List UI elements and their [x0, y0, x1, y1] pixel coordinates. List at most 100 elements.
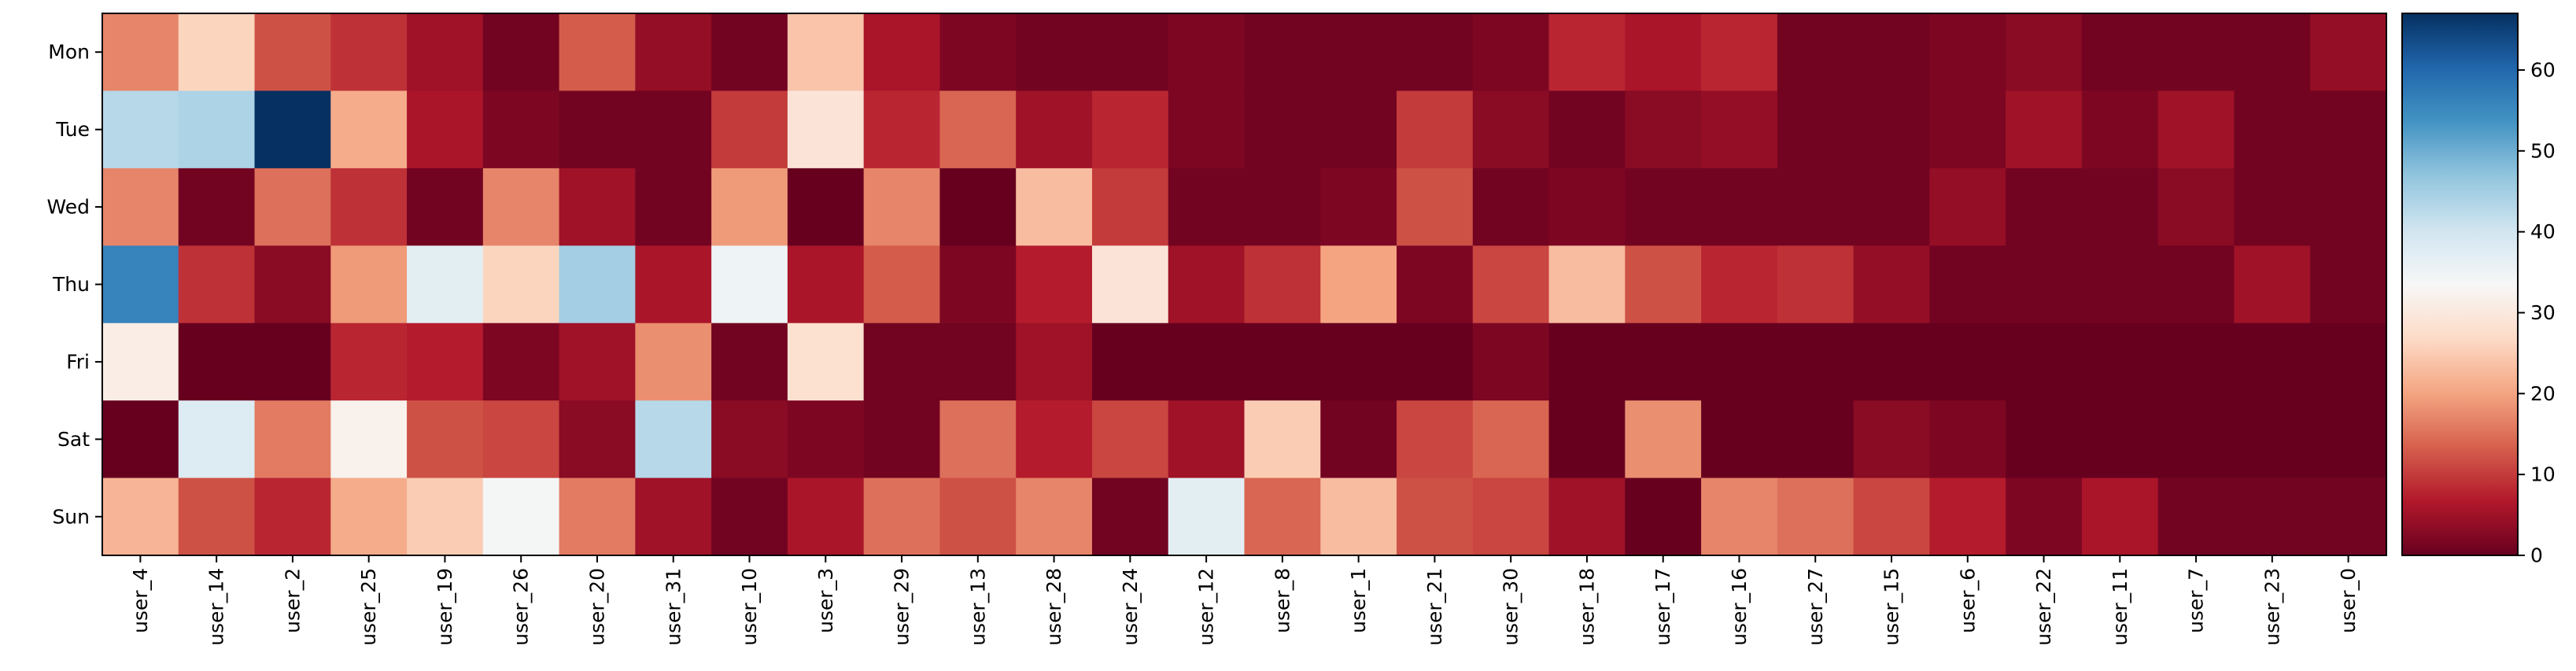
column-label-user-12: user_12 — [1195, 568, 1218, 646]
heatmap-cell-sun-user-24 — [1091, 477, 1169, 556]
heatmap-cell-fri-user-17 — [1625, 323, 1702, 401]
heatmap-cell-mon-user-2 — [254, 13, 331, 92]
heatmap-cell-wed-user-6 — [1929, 168, 2006, 246]
heatmap-cell-sun-user-10 — [711, 477, 788, 556]
heatmap-cell-sat-user-13 — [939, 400, 1017, 479]
heatmap-cell-mon-user-6 — [1929, 13, 2006, 92]
column-label-user-19: user_19 — [434, 568, 456, 646]
heatmap-cell-tue-user-12 — [1168, 90, 1246, 169]
heatmap-cell-sun-user-27 — [1777, 477, 1854, 556]
heatmap-cell-sat-user-4 — [102, 400, 179, 479]
heatmap-cell-tue-user-0 — [2310, 90, 2387, 169]
heatmap-cell-wed-user-31 — [635, 168, 712, 246]
heatmap-cell-fri-user-6 — [1929, 323, 2006, 401]
column-label-user-25: user_25 — [357, 568, 380, 646]
heatmap-cell-thu-user-1 — [1320, 245, 1397, 324]
heatmap-cell-wed-user-24 — [1091, 168, 1169, 246]
heatmap-cell-sun-user-20 — [559, 477, 636, 556]
column-label-user-1: user_1 — [1347, 568, 1370, 633]
heatmap-cell-mon-user-22 — [2006, 13, 2083, 92]
heatmap-cell-thu-user-31 — [635, 245, 712, 324]
heatmap-cell-tue-user-19 — [407, 90, 484, 169]
heatmap-cell-sat-user-18 — [1548, 400, 1626, 479]
heatmap-cell-thu-user-0 — [2310, 245, 2387, 324]
heatmap-cell-fri-user-18 — [1548, 323, 1626, 401]
heatmap-cell-thu-user-7 — [2157, 245, 2235, 324]
heatmap-cell-wed-user-27 — [1777, 168, 1854, 246]
heatmap-cell-sun-user-21 — [1397, 477, 1474, 556]
heatmap-cell-fri-user-7 — [2157, 323, 2235, 401]
heatmap-cell-sun-user-7 — [2157, 477, 2235, 556]
heatmap-cell-thu-user-13 — [939, 245, 1017, 324]
heatmap-cell-thu-user-24 — [1091, 245, 1169, 324]
heatmap-cell-sun-user-8 — [1244, 477, 1321, 556]
heatmap-cell-wed-user-4 — [102, 168, 179, 246]
heatmap-cell-wed-user-14 — [178, 168, 256, 246]
heatmap-cell-sat-user-29 — [863, 400, 941, 479]
heatmap-cell-sat-user-15 — [1853, 400, 1930, 479]
heatmap-cell-mon-user-31 — [635, 13, 712, 92]
column-label-user-28: user_28 — [1043, 568, 1065, 646]
column-label-user-13: user_13 — [966, 568, 989, 646]
heatmap-cell-sun-user-2 — [254, 477, 331, 556]
colorbar-tick-label: 30 — [2530, 301, 2556, 324]
heatmap-cell-sat-user-26 — [482, 400, 560, 479]
heatmap-cell-sun-user-16 — [1701, 477, 1778, 556]
heatmap-cell-sat-user-2 — [254, 400, 331, 479]
heatmap-cell-mon-user-14 — [178, 13, 256, 92]
heatmap-cell-sat-user-30 — [1472, 400, 1550, 479]
heatmap-cell-tue-user-6 — [1929, 90, 2006, 169]
heatmap-cell-sun-user-11 — [2081, 477, 2159, 556]
heatmap-cell-mon-user-24 — [1091, 13, 1169, 92]
heatmap-cell-fri-user-21 — [1397, 323, 1474, 401]
heatmap-cell-sun-user-4 — [102, 477, 179, 556]
heatmap-cell-wed-user-13 — [939, 168, 1017, 246]
row-tick-labels: Mon Tue Wed Thu Fri Sat Sun — [46, 41, 102, 528]
heatmap-cell-thu-user-23 — [2234, 245, 2311, 324]
heatmap-cell-thu-user-21 — [1397, 245, 1474, 324]
row-label-tue: Tue — [55, 118, 90, 141]
heatmap-cell-tue-user-30 — [1472, 90, 1550, 169]
column-label-user-24: user_24 — [1119, 568, 1142, 646]
heatmap-cell-thu-user-4 — [102, 245, 179, 324]
heatmap-cell-mon-user-27 — [1777, 13, 1854, 92]
heatmap-cell-fri-user-22 — [2006, 323, 2083, 401]
colorbar-ticks: 0 10 20 30 40 50 60 — [2518, 58, 2556, 567]
heatmap-cell-wed-user-19 — [407, 168, 484, 246]
heatmap-cells — [102, 13, 2387, 556]
heatmap-cell-mon-user-25 — [330, 13, 408, 92]
heatmap-cell-sun-user-1 — [1320, 477, 1397, 556]
heatmap-cell-sun-user-18 — [1548, 477, 1626, 556]
heatmap-cell-sun-user-6 — [1929, 477, 2006, 556]
heatmap-cell-wed-user-16 — [1701, 168, 1778, 246]
heatmap-cell-thu-user-6 — [1929, 245, 2006, 324]
heatmap-cell-sat-user-23 — [2234, 400, 2311, 479]
heatmap-cell-thu-user-18 — [1548, 245, 1626, 324]
column-label-user-20: user_20 — [585, 568, 608, 646]
column-label-user-21: user_21 — [1423, 568, 1446, 646]
column-label-user-11: user_11 — [2109, 568, 2131, 646]
row-label-mon: Mon — [48, 41, 90, 64]
heatmap-cell-wed-user-22 — [2006, 168, 2083, 246]
column-label-user-22: user_22 — [2032, 568, 2055, 646]
heatmap-cell-sat-user-27 — [1777, 400, 1854, 479]
heatmap-cell-sun-user-17 — [1625, 477, 1702, 556]
heatmap-cell-thu-user-8 — [1244, 245, 1321, 324]
heatmap-cell-fri-user-2 — [254, 323, 331, 401]
heatmap-cell-thu-user-16 — [1701, 245, 1778, 324]
heatmap-cell-tue-user-11 — [2081, 90, 2159, 169]
heatmap-cell-tue-user-16 — [1701, 90, 1778, 169]
column-label-user-26: user_26 — [510, 568, 533, 646]
heatmap-cell-mon-user-26 — [482, 13, 560, 92]
column-label-user-31: user_31 — [662, 568, 685, 646]
row-label-sun: Sun — [52, 505, 90, 528]
heatmap-cell-wed-user-17 — [1625, 168, 1702, 246]
heatmap-cell-mon-user-8 — [1244, 13, 1321, 92]
heatmap-cell-thu-user-15 — [1853, 245, 1930, 324]
heatmap-cell-sun-user-23 — [2234, 477, 2311, 556]
column-label-user-8: user_8 — [1271, 568, 1294, 633]
heatmap-cell-thu-user-19 — [407, 245, 484, 324]
heatmap-cell-mon-user-18 — [1548, 13, 1626, 92]
heatmap-cell-fri-user-4 — [102, 323, 179, 401]
